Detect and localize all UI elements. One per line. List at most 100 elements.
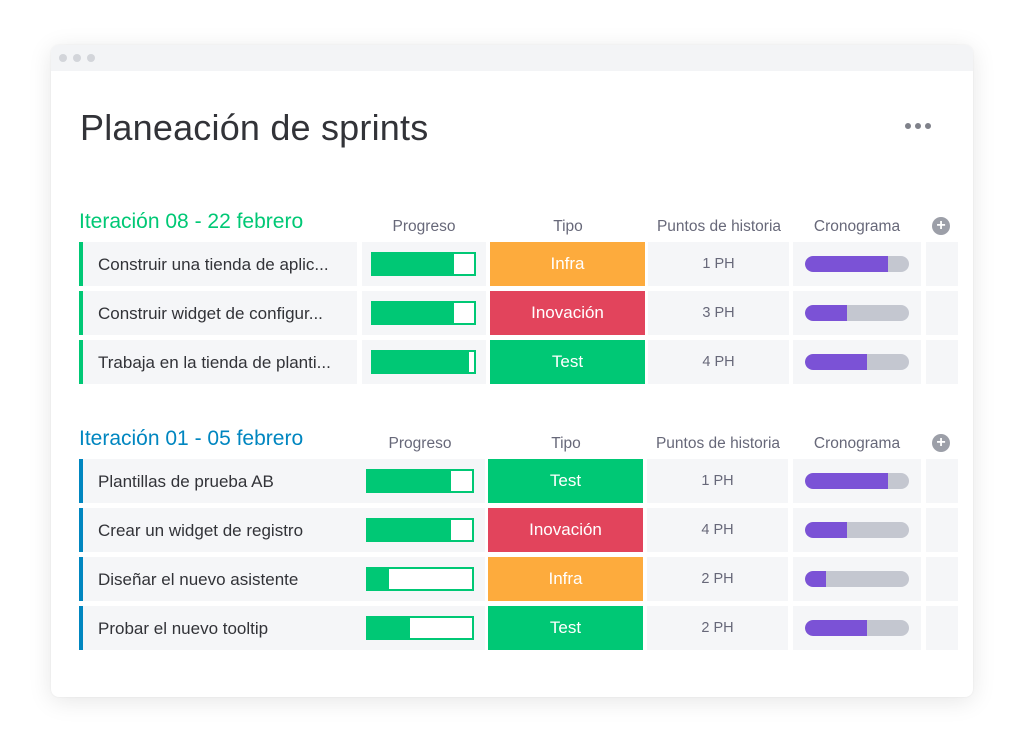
progress-bar-fill	[368, 471, 452, 491]
empty-extra-cell[interactable]	[926, 291, 958, 335]
timeline-cell[interactable]	[793, 557, 921, 601]
column-header-timeline[interactable]: Cronograma	[813, 218, 901, 235]
type-status-label[interactable]: Infra	[488, 557, 643, 601]
timeline-bar	[805, 354, 909, 370]
type-status-label[interactable]: Inovación	[488, 508, 643, 552]
progress-bar	[366, 616, 474, 640]
item-name[interactable]: Crear un widget de registro	[98, 521, 304, 540]
column-header-points[interactable]: Puntos de historia	[656, 218, 782, 235]
progress-bar-fill	[373, 303, 454, 323]
table-row[interactable]: Trabaja en la tienda de planti... Test 4 P…	[79, 340, 959, 384]
item-name-cell[interactable]: Diseñar el nuevo asistente	[79, 557, 357, 601]
timeline-bar-fill	[805, 473, 889, 489]
table-row[interactable]: Probar el nuevo tooltip Test 2 PH	[79, 606, 959, 650]
column-header-type[interactable]: Tipo	[551, 435, 581, 452]
timeline-cell[interactable]	[793, 459, 921, 503]
progress-cell	[362, 340, 486, 384]
type-status-label[interactable]: Infra	[490, 242, 645, 286]
more-horizontal-icon[interactable]	[901, 119, 935, 133]
column-header-progress[interactable]: Progreso	[392, 218, 456, 235]
progress-bar	[371, 350, 476, 374]
group-header: Iteración 01 - 05 febrero Progreso Tipo Pun…	[79, 413, 959, 459]
window-dot-icon[interactable]	[59, 54, 67, 62]
story-points-cell[interactable]: 3 PH	[648, 291, 789, 335]
empty-extra-cell[interactable]	[926, 606, 958, 650]
page-title: Planeación de sprints	[80, 107, 429, 148]
item-name-cell[interactable]: Plantillas de prueba AB	[79, 459, 357, 503]
add-column-icon[interactable]: +	[932, 434, 950, 452]
progress-cell	[356, 557, 485, 601]
column-header-type[interactable]: Tipo	[553, 218, 583, 235]
table-row[interactable]: Plantillas de prueba AB Test 1 PH	[79, 459, 959, 503]
item-name[interactable]: Trabaja en la tienda de planti...	[98, 353, 331, 372]
progress-cell	[356, 508, 485, 552]
story-points-cell[interactable]: 1 PH	[647, 459, 788, 503]
story-points-value: 1 PH	[702, 256, 735, 272]
story-points-value: 4 PH	[701, 522, 734, 538]
story-points-value: 4 PH	[702, 354, 735, 370]
timeline-bar	[805, 473, 909, 489]
progress-bar-fill	[368, 520, 452, 540]
progress-bar	[366, 469, 474, 493]
timeline-bar	[805, 522, 909, 538]
group-title[interactable]: Iteración 01 - 05 febrero	[79, 427, 304, 450]
progress-cell	[356, 459, 485, 503]
timeline-cell[interactable]	[793, 340, 921, 384]
item-name[interactable]: Probar el nuevo tooltip	[98, 619, 269, 638]
empty-extra-cell[interactable]	[926, 340, 958, 384]
type-status-label[interactable]: Test	[488, 459, 643, 503]
story-points-cell[interactable]: 2 PH	[647, 606, 788, 650]
timeline-bar	[805, 620, 909, 636]
item-name-cell[interactable]: Construir widget de configur...	[79, 291, 357, 335]
empty-extra-cell[interactable]	[926, 557, 958, 601]
item-name[interactable]: Construir widget de configur...	[98, 304, 323, 323]
story-points-cell[interactable]: 4 PH	[647, 508, 788, 552]
progress-bar-fill	[373, 254, 454, 274]
window-titlebar	[51, 45, 973, 71]
timeline-cell[interactable]	[793, 291, 921, 335]
item-name-cell[interactable]: Probar el nuevo tooltip	[79, 606, 357, 650]
item-name-cell[interactable]: Trabaja en la tienda de planti...	[79, 340, 357, 384]
column-header-timeline[interactable]: Cronograma	[813, 435, 901, 452]
progress-bar-fill	[368, 618, 410, 638]
type-status-label[interactable]: Test	[488, 606, 643, 650]
type-status-label[interactable]: Inovación	[490, 291, 645, 335]
item-name[interactable]: Plantillas de prueba AB	[98, 472, 274, 491]
progress-bar-fill	[368, 569, 389, 589]
empty-extra-cell[interactable]	[926, 459, 958, 503]
timeline-bar	[805, 305, 909, 321]
story-points-cell[interactable]: 1 PH	[648, 242, 789, 286]
board-window: Planeación de sprints Iteración 08 - 22 …	[51, 45, 973, 697]
timeline-bar-fill	[805, 256, 889, 272]
window-dot-icon[interactable]	[73, 54, 81, 62]
item-name-cell[interactable]: Crear un widget de registro	[79, 508, 357, 552]
empty-extra-cell[interactable]	[926, 242, 958, 286]
progress-bar	[371, 301, 476, 325]
progress-bar	[366, 518, 474, 542]
column-header-progress[interactable]: Progreso	[388, 435, 452, 452]
table-row[interactable]: Construir widget de configur... Inovación…	[79, 291, 959, 335]
progress-bar	[366, 567, 474, 591]
timeline-cell[interactable]	[793, 606, 921, 650]
table-row[interactable]: Construir una tienda de aplic... Infra 1 P…	[79, 242, 959, 286]
type-status-label[interactable]: Test	[490, 340, 645, 384]
story-points-value: 3 PH	[702, 305, 735, 321]
item-name[interactable]: Diseñar el nuevo asistente	[98, 570, 299, 589]
empty-extra-cell[interactable]	[926, 508, 958, 552]
table-row[interactable]: Crear un widget de registro Inovación 4 PH	[79, 508, 959, 552]
timeline-bar-fill	[805, 354, 868, 370]
group: Iteración 08 - 22 febrero Progreso Tipo Pun…	[79, 196, 959, 389]
item-name-cell[interactable]: Construir una tienda de aplic...	[79, 242, 357, 286]
timeline-cell[interactable]	[793, 242, 921, 286]
story-points-cell[interactable]: 4 PH	[648, 340, 789, 384]
story-points-cell[interactable]: 2 PH	[647, 557, 788, 601]
progress-bar-fill	[373, 352, 469, 372]
group-title[interactable]: Iteración 08 - 22 febrero	[79, 210, 304, 233]
column-header-points[interactable]: Puntos de historia	[655, 435, 781, 452]
window-dot-icon[interactable]	[87, 54, 95, 62]
story-points-value: 2 PH	[701, 620, 734, 636]
table-row[interactable]: Diseñar el nuevo asistente Infra 2 PH	[79, 557, 959, 601]
timeline-cell[interactable]	[793, 508, 921, 552]
item-name[interactable]: Construir una tienda de aplic...	[98, 255, 329, 274]
add-column-icon[interactable]: +	[932, 217, 950, 235]
